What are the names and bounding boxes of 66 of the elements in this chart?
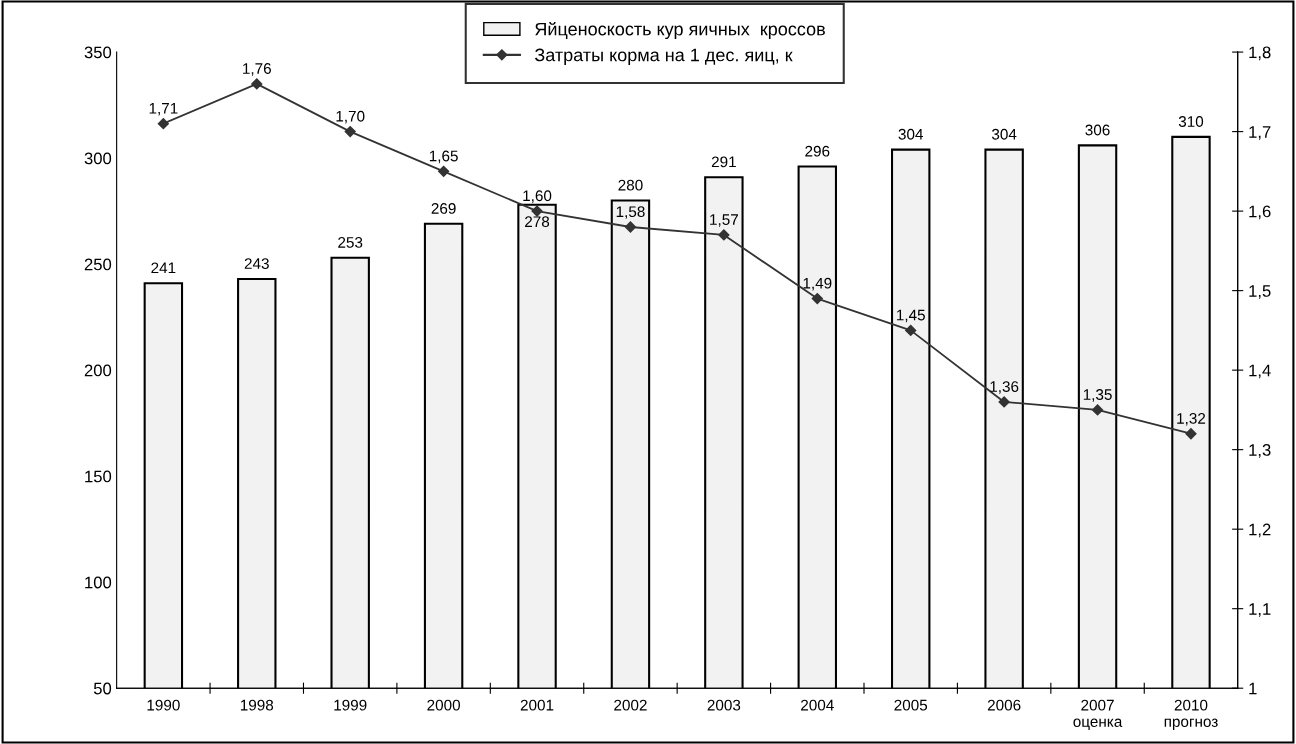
data-label: 306: [1085, 124, 1110, 136]
x-tick-label: 2004: [801, 699, 834, 711]
y2-tick-label: 1,7: [1249, 126, 1271, 140]
point: [998, 396, 1010, 408]
x-tick-label: 2006: [987, 699, 1021, 711]
data-label: 1,35: [1083, 389, 1112, 402]
point: [1091, 404, 1104, 416]
point: [1185, 428, 1197, 440]
data-label: 241: [151, 262, 176, 274]
y2-tick-label: 1,4: [1249, 364, 1271, 379]
y2-tick-label: 1,6: [1249, 205, 1271, 220]
data-label: 1,71: [149, 103, 178, 116]
point: [251, 78, 263, 90]
y-tick-label: 50: [93, 682, 112, 695]
data-label: 269: [431, 203, 456, 214]
data-label: 1,60: [523, 190, 552, 203]
y2-tick-label: 1: [1249, 682, 1257, 695]
y2-tick-label: 1,2: [1249, 523, 1271, 538]
x-tick-label: 1999: [334, 699, 367, 711]
data-label: 1,70: [336, 110, 365, 124]
x-tick-label: 2002: [614, 699, 647, 711]
x-tick-label: 2000: [427, 699, 461, 711]
legend-label: Затраты корма на 1 дес. яиц, к: [534, 48, 793, 65]
y-tick-label: 200: [84, 364, 112, 377]
data-label: 310: [1178, 116, 1204, 127]
x-tick-label: 2007 оценка: [1073, 699, 1123, 730]
y-tick-label: 150: [85, 470, 112, 483]
data-label: 1,36: [990, 381, 1019, 394]
point: [905, 324, 917, 336]
legend-label: Яйценоскость кур яичных кроссов: [535, 21, 825, 40]
data-label: 243: [244, 258, 269, 269]
data-label: 296: [805, 145, 830, 157]
point: [624, 221, 637, 233]
data-label: 1,65: [429, 150, 458, 164]
point: [718, 229, 730, 241]
data-label: 1,49: [803, 277, 832, 291]
y-tick-label: 350: [84, 46, 112, 59]
data-label: 291: [711, 156, 736, 168]
point: [811, 292, 823, 305]
y2-tick-label: 1,8: [1249, 46, 1271, 61]
x-tick-label: 1990: [147, 699, 180, 711]
y-tick-label: 250: [84, 258, 112, 271]
y-tick-label: 100: [85, 576, 112, 589]
y-tick-label: 300: [84, 152, 112, 165]
point: [344, 125, 356, 138]
data-label: 1,45: [897, 309, 925, 323]
x-tick-label: 2005: [894, 699, 928, 711]
data-label: 280: [618, 179, 643, 191]
x-tick-label: 2010 прогноз: [1164, 699, 1218, 731]
data-label: 1,58: [616, 206, 645, 219]
y2-tick-label: 1,3: [1249, 444, 1271, 458]
y2-tick-label: 1,5: [1249, 285, 1271, 299]
data-label: 1,76: [243, 63, 271, 76]
data-label: 278: [525, 216, 550, 228]
point: [531, 205, 543, 217]
x-tick-label: 1998: [240, 699, 274, 711]
data-label: 1,32: [1177, 412, 1206, 426]
point: [157, 118, 169, 130]
x-tick-label: 2003: [707, 699, 741, 711]
x-tick-label: 2001: [520, 699, 554, 711]
data-label: 1,57: [710, 214, 738, 227]
data-label: 253: [338, 236, 363, 248]
point: [438, 165, 450, 177]
data-label: 304: [898, 128, 924, 140]
data-label: 304: [991, 128, 1017, 140]
y2-tick-label: 1,1: [1249, 603, 1271, 617]
